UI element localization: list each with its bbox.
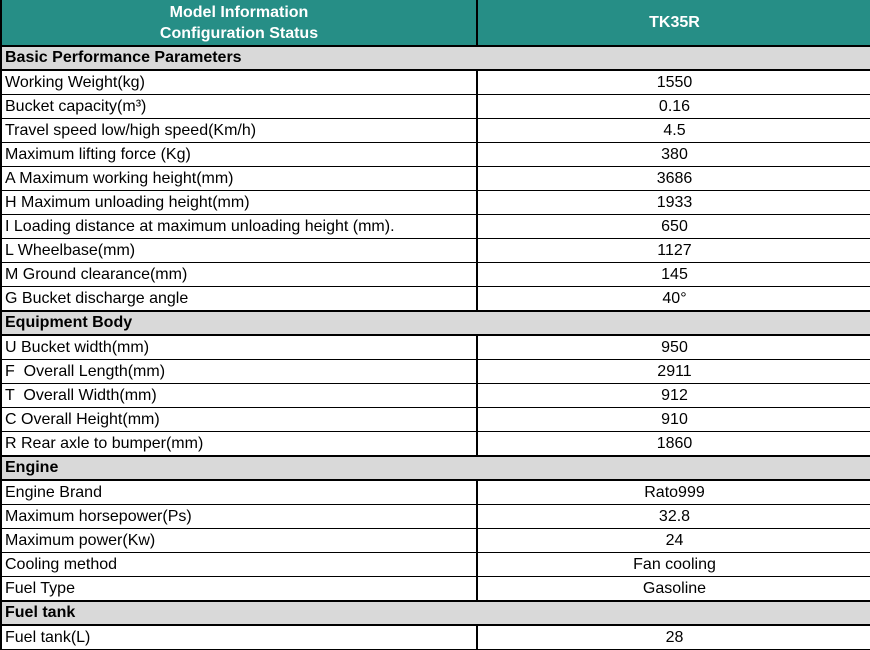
- spec-label: F Overall Length(mm): [1, 359, 478, 384]
- table-row: M Ground clearance(mm) 145: [1, 262, 870, 287]
- spec-label: A Maximum working height(mm): [1, 166, 478, 191]
- header-row: Model Information Configuration Status T…: [1, 0, 870, 47]
- header-model-info-line1: Model Information: [169, 3, 309, 21]
- section-header-row: Fuel tank: [1, 600, 870, 626]
- spec-label: Engine Brand: [1, 480, 478, 505]
- spec-label: M Ground clearance(mm): [1, 262, 478, 287]
- spec-value: 32.8: [477, 504, 870, 529]
- spec-label: H Maximum unloading height(mm): [1, 190, 478, 215]
- section-title: Equipment Body: [1, 310, 870, 336]
- table-row: U Bucket width(mm) 950: [1, 335, 870, 360]
- table-row: Bucket capacity(m³) 0.16: [1, 94, 870, 119]
- spec-label: C Overall Height(mm): [1, 407, 478, 432]
- spec-label: Maximum lifting force (Kg): [1, 142, 478, 167]
- spec-value: 650: [477, 214, 870, 239]
- section-title: Basic Performance Parameters: [1, 45, 870, 71]
- spec-value: Fan cooling: [477, 552, 870, 577]
- spec-label: L Wheelbase(mm): [1, 238, 478, 263]
- table-row: Working Weight(kg) 1550: [1, 70, 870, 95]
- table-row: C Overall Height(mm) 910: [1, 407, 870, 432]
- table-row: Fuel Type Gasoline: [1, 576, 870, 602]
- table-row: Maximum power(Kw) 24: [1, 528, 870, 553]
- spec-value: 950: [477, 335, 870, 360]
- spec-value: 1550: [477, 70, 870, 95]
- spec-table-header: Model Information Configuration Status T…: [1, 0, 870, 47]
- spec-label: Cooling method: [1, 552, 478, 577]
- table-row: Maximum horsepower(Ps) 32.8: [1, 504, 870, 529]
- spec-value: 1127: [477, 238, 870, 263]
- spec-value: Gasoline: [477, 576, 870, 602]
- spec-label: Fuel tank(L): [1, 625, 478, 650]
- table-row: A Maximum working height(mm) 3686: [1, 166, 870, 191]
- spec-value: 40°: [477, 286, 870, 312]
- spec-value: 145: [477, 262, 870, 287]
- section-header-row: Equipment Body: [1, 310, 870, 336]
- table-row: Travel speed low/high speed(Km/h) 4.5: [1, 118, 870, 143]
- spec-label: Maximum horsepower(Ps): [1, 504, 478, 529]
- spec-label: T Overall Width(mm): [1, 383, 478, 408]
- spec-label: U Bucket width(mm): [1, 335, 478, 360]
- spec-table-body: Basic Performance Parameters Working Weig…: [1, 45, 870, 650]
- table-row: L Wheelbase(mm) 1127: [1, 238, 870, 263]
- table-row: Cooling method Fan cooling: [1, 552, 870, 577]
- table-row: H Maximum unloading height(mm) 1933: [1, 190, 870, 215]
- spec-value: 0.16: [477, 94, 870, 119]
- spec-value: 1933: [477, 190, 870, 215]
- table-row: Engine Brand Rato999: [1, 480, 870, 505]
- table-row: G Bucket discharge angle 40°: [1, 286, 870, 312]
- spec-label: R Rear axle to bumper(mm): [1, 431, 478, 457]
- spec-value: 1860: [477, 431, 870, 457]
- spec-label: I Loading distance at maximum unloading …: [1, 214, 478, 239]
- section-header-row: Engine: [1, 455, 870, 481]
- header-model-info-line2: Configuration Status: [159, 24, 319, 42]
- table-row: I Loading distance at maximum unloading …: [1, 214, 870, 239]
- table-row: R Rear axle to bumper(mm) 1860: [1, 431, 870, 457]
- spec-label: Working Weight(kg): [1, 70, 478, 95]
- table-row: T Overall Width(mm) 912: [1, 383, 870, 408]
- spec-value: 3686: [477, 166, 870, 191]
- spec-label: G Bucket discharge angle: [1, 286, 478, 312]
- spec-value: Rato999: [477, 480, 870, 505]
- section-title: Fuel tank: [1, 600, 870, 626]
- table-row: Fuel tank(L) 28: [1, 625, 870, 650]
- spec-value: 380: [477, 142, 870, 167]
- spec-label: Bucket capacity(m³): [1, 94, 478, 119]
- spec-label: Maximum power(Kw): [1, 528, 478, 553]
- header-model-info-cell: Model Information Configuration Status: [1, 0, 478, 47]
- section-header-row: Basic Performance Parameters: [1, 45, 870, 71]
- header-model-name-cell: TK35R: [477, 0, 870, 47]
- spec-value: 28: [477, 625, 870, 650]
- table-row: F Overall Length(mm) 2911: [1, 359, 870, 384]
- spec-value: 4.5: [477, 118, 870, 143]
- section-title: Engine: [1, 455, 870, 481]
- spec-value: 2911: [477, 359, 870, 384]
- spec-value: 910: [477, 407, 870, 432]
- table-row: Maximum lifting force (Kg) 380: [1, 142, 870, 167]
- spec-value: 912: [477, 383, 870, 408]
- spec-label: Travel speed low/high speed(Km/h): [1, 118, 478, 143]
- spec-label: Fuel Type: [1, 576, 478, 602]
- spec-value: 24: [477, 528, 870, 553]
